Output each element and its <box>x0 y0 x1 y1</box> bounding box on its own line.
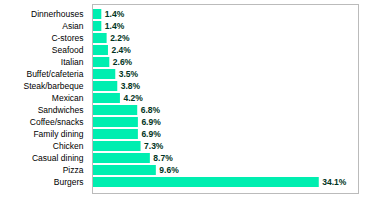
svg-text:Family dining: Family dining <box>33 129 83 139</box>
svg-text:Burgers: Burgers <box>54 177 84 187</box>
svg-text:7.3%: 7.3% <box>144 141 164 151</box>
svg-text:6.9%: 6.9% <box>141 117 161 127</box>
svg-text:2.6%: 2.6% <box>113 57 133 67</box>
svg-text:Steak/barbeque: Steak/barbeque <box>23 81 83 91</box>
svg-text:2.4%: 2.4% <box>111 45 131 55</box>
svg-text:6.8%: 6.8% <box>141 105 161 115</box>
svg-text:Mexican: Mexican <box>52 93 84 103</box>
svg-text:Casual dining: Casual dining <box>32 153 84 163</box>
svg-text:Dinnerhouses: Dinnerhouses <box>31 9 83 19</box>
svg-text:Pizza: Pizza <box>63 165 84 175</box>
svg-text:Sandwiches: Sandwiches <box>38 105 84 115</box>
svg-text:C-stores: C-stores <box>51 33 83 43</box>
svg-text:Coffee/snacks: Coffee/snacks <box>30 117 84 127</box>
svg-text:8.7%: 8.7% <box>153 153 173 163</box>
svg-text:Italian: Italian <box>61 57 84 67</box>
svg-text:Seafood: Seafood <box>52 45 84 55</box>
svg-text:2.2%: 2.2% <box>110 33 130 43</box>
svg-text:Chicken: Chicken <box>53 141 84 151</box>
svg-text:4.2%: 4.2% <box>123 93 143 103</box>
svg-text:1.4%: 1.4% <box>105 9 125 19</box>
svg-text:34.1%: 34.1% <box>322 177 347 187</box>
svg-text:9.6%: 9.6% <box>159 165 179 175</box>
svg-text:Buffet/cafeteria: Buffet/cafeteria <box>26 69 83 79</box>
svg-text:1.4%: 1.4% <box>105 21 125 31</box>
svg-text:Asian: Asian <box>62 21 84 31</box>
svg-text:3.5%: 3.5% <box>119 69 139 79</box>
svg-text:3.8%: 3.8% <box>121 81 141 91</box>
svg-text:6.9%: 6.9% <box>141 129 161 139</box>
